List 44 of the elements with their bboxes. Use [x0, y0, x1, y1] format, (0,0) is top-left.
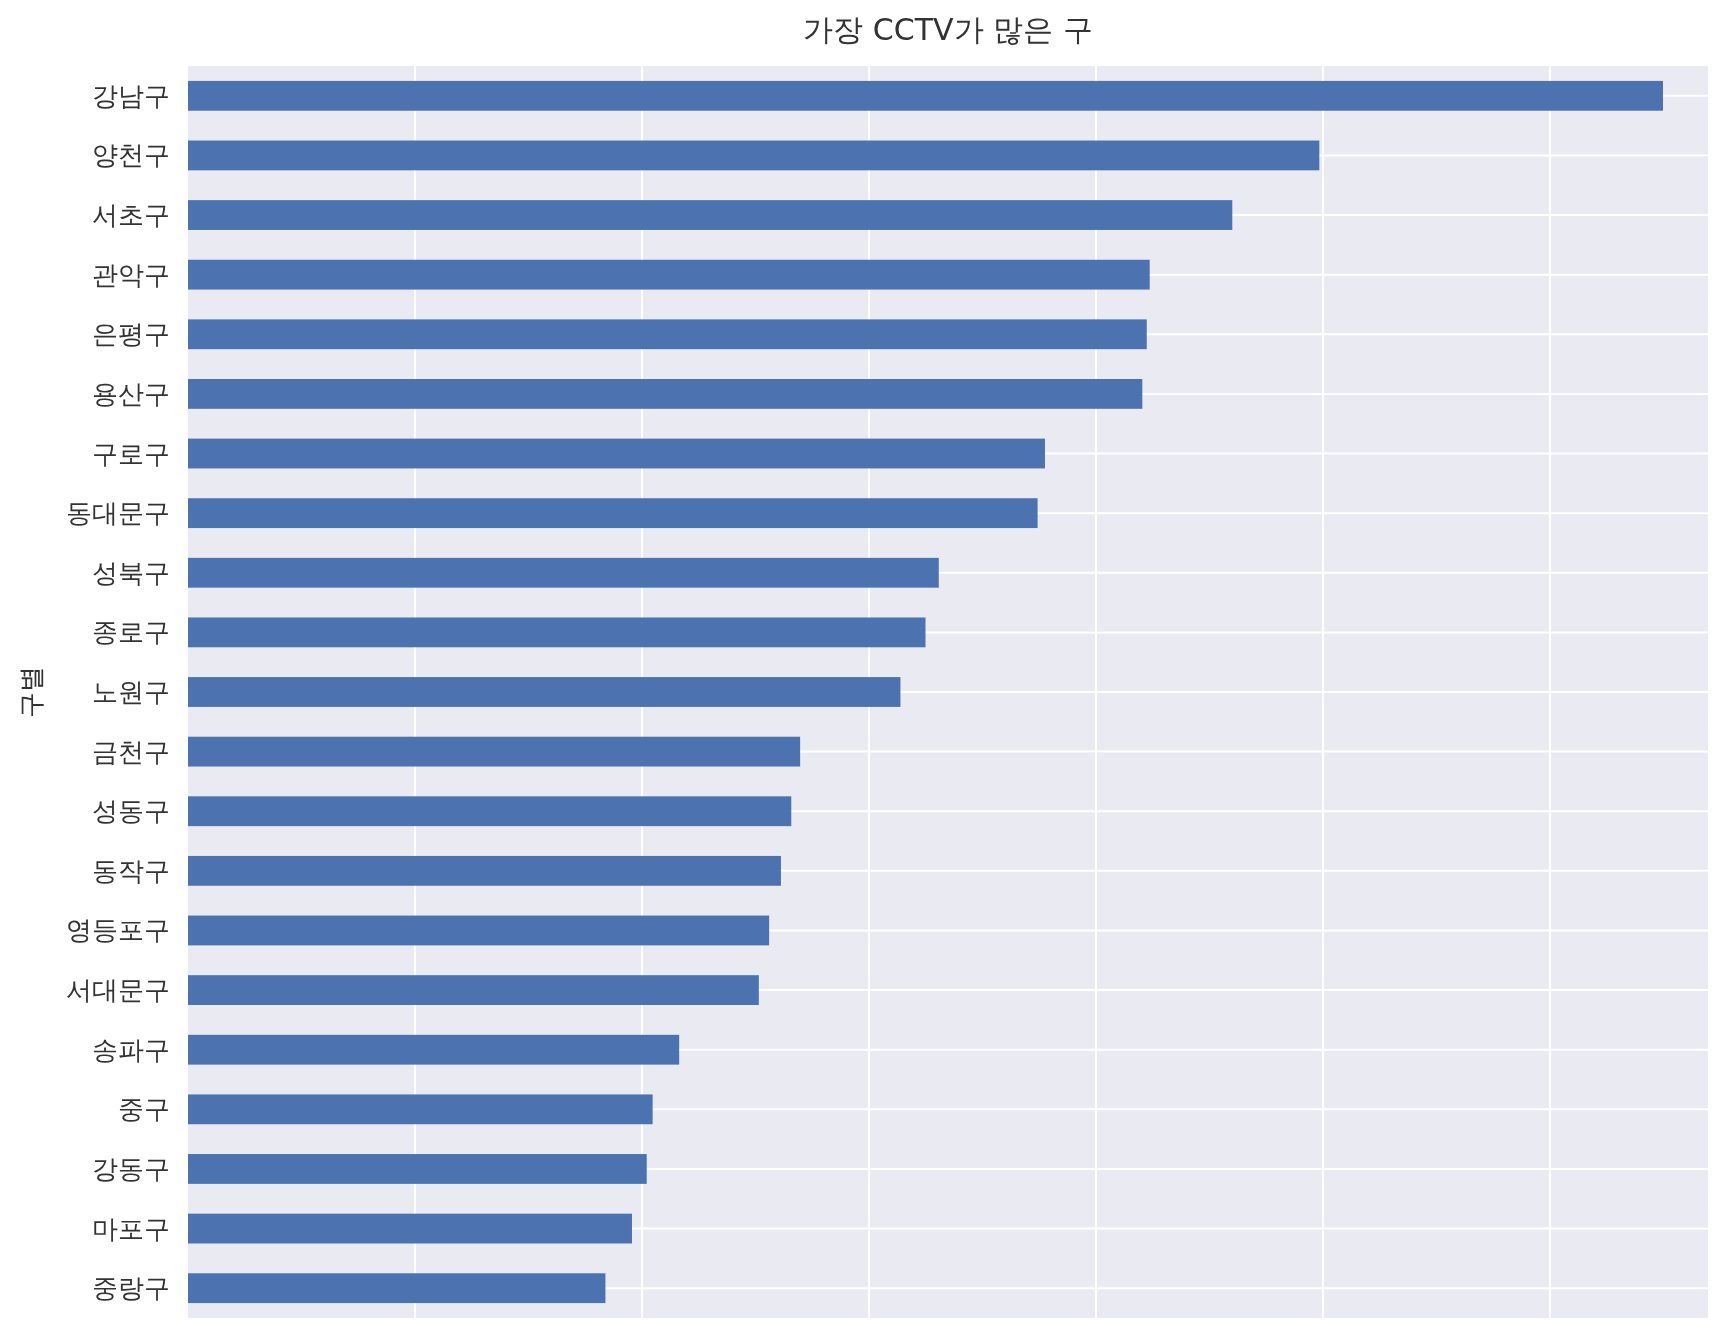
y-tick-label: 성북구: [92, 557, 170, 588]
bar: [188, 915, 770, 946]
bar: [188, 736, 801, 767]
bar: [188, 1154, 647, 1184]
y-tick-label: 중구: [118, 1094, 170, 1125]
bar: [188, 557, 939, 588]
bar: [188, 617, 926, 648]
bar: [188, 80, 1663, 111]
y-tick-label: 종로구: [92, 617, 170, 648]
y-tick-label: 송파구: [92, 1034, 170, 1065]
bar: [188, 259, 1150, 290]
y-tick-label: 중랑구: [92, 1273, 170, 1304]
y-tick-label: 동대문구: [66, 498, 170, 529]
bar: [188, 498, 1038, 529]
y-tick-label: 영등포구: [66, 915, 170, 946]
y-tick-label: 서초구: [92, 200, 170, 231]
bar: [188, 1273, 606, 1304]
bar: [188, 379, 1143, 409]
bar: [188, 975, 759, 1005]
y-tick-label: 양천구: [92, 140, 170, 171]
y-tick-label: 노원구: [92, 677, 170, 707]
bar: [188, 140, 1320, 171]
bar: [188, 1094, 653, 1125]
y-tick-label: 금천구: [92, 736, 170, 767]
y-tick-label: 서대문구: [66, 975, 170, 1006]
y-tick-label: 은평구: [92, 319, 170, 350]
bar: [188, 319, 1147, 350]
bar: [188, 1034, 680, 1065]
y-tick-label: 강남구: [92, 80, 170, 111]
chart-title: 가장 CCTV가 많은 구: [803, 12, 1093, 47]
y-tick-label: 용산구: [92, 378, 170, 409]
y-tick-label: 성동구: [92, 796, 170, 827]
y-tick-label: 관악구: [92, 259, 170, 290]
y-tick-label: 동작구: [92, 855, 170, 886]
bar: [188, 677, 901, 707]
y-tick-label: 마포구: [92, 1213, 170, 1244]
y-tick-label: 구로구: [92, 438, 170, 469]
bar: [188, 796, 792, 827]
y-axis-title: 구별: [16, 666, 46, 718]
y-tick-label: 강동구: [92, 1153, 170, 1184]
bar: [188, 855, 781, 886]
bar: [188, 438, 1045, 469]
bar: [188, 200, 1233, 230]
bar: [188, 1213, 632, 1244]
